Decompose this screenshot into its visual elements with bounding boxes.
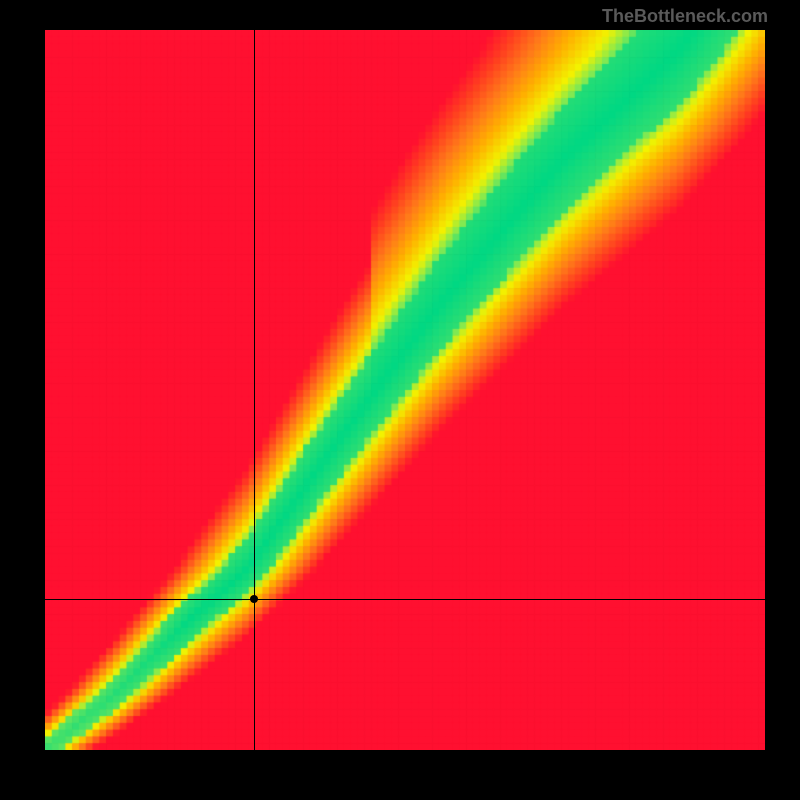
figure-container: TheBottleneck.com	[0, 0, 800, 800]
crosshair-horizontal-line	[45, 599, 765, 600]
marker-point	[250, 595, 258, 603]
watermark-text: TheBottleneck.com	[602, 6, 768, 27]
crosshair-vertical-line	[254, 30, 255, 750]
heatmap-canvas	[45, 30, 765, 750]
heatmap-plot-area	[45, 30, 765, 750]
